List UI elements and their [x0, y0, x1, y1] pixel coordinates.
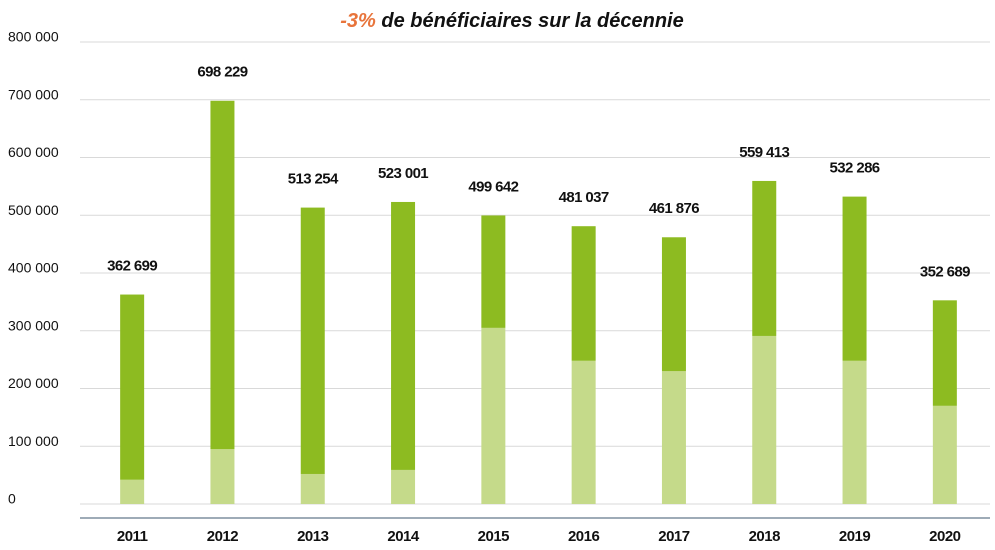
bar-segment [481, 327, 506, 504]
y-tick-label: 600 000 [8, 144, 59, 160]
total-label: 499 642 [468, 178, 518, 195]
total-label: 352 689 [920, 263, 970, 280]
y-tick-label: 0 [8, 491, 16, 507]
bar-segment [842, 196, 867, 361]
bar-segment [300, 473, 325, 504]
total-label: 481 037 [559, 189, 609, 206]
y-tick-label: 400 000 [8, 260, 59, 276]
bar-segment [210, 449, 235, 504]
total-label: 461 876 [649, 200, 699, 217]
x-tick-label: 2013 [297, 528, 329, 545]
total-label: 362 699 [107, 258, 157, 275]
bar-segment [571, 226, 596, 361]
y-tick-label: 700 000 [8, 86, 59, 102]
total-label: 698 229 [197, 64, 247, 81]
y-tick-label: 200 000 [8, 375, 59, 391]
total-label: 532 286 [830, 160, 880, 177]
bar-segment [391, 201, 416, 470]
title-text: de bénéficiaires sur la décennie [376, 10, 684, 32]
bar-segment [391, 469, 416, 504]
x-tick-label: 2014 [387, 528, 420, 545]
bar-segment [661, 371, 686, 504]
bar-segment [842, 360, 867, 504]
bar-segment [120, 294, 145, 480]
bar-segment [120, 479, 145, 504]
x-tick-label: 2017 [658, 528, 690, 545]
bar-segment [210, 100, 235, 450]
bar-segment [661, 237, 686, 372]
x-tick-label: 2011 [117, 528, 148, 545]
total-label: 523 001 [378, 165, 428, 182]
x-tick-label: 2019 [839, 528, 871, 545]
y-tick-label: 500 000 [8, 202, 59, 218]
x-tick-label: 2016 [568, 528, 600, 545]
x-tick-label: 2015 [478, 528, 510, 545]
total-label: 559 413 [739, 144, 789, 161]
bar-segment [932, 405, 957, 504]
y-tick-label: 100 000 [8, 433, 59, 449]
chart-title: -3% de bénéficiaires sur la décennie [340, 10, 684, 32]
bar-segment [932, 300, 957, 406]
bar-segment [752, 180, 777, 336]
bar-segment [571, 360, 596, 504]
x-tick-label: 2012 [207, 528, 239, 545]
title-highlight: -3% [340, 10, 376, 32]
x-tick-label: 2020 [929, 528, 961, 545]
bar-segment [300, 207, 325, 474]
bar-segment [481, 215, 506, 328]
bar-segment [752, 335, 777, 504]
y-tick-label: 800 000 [8, 29, 59, 45]
x-tick-label: 2018 [749, 528, 781, 545]
y-tick-label: 300 000 [8, 317, 59, 333]
total-label: 513 254 [288, 171, 339, 188]
